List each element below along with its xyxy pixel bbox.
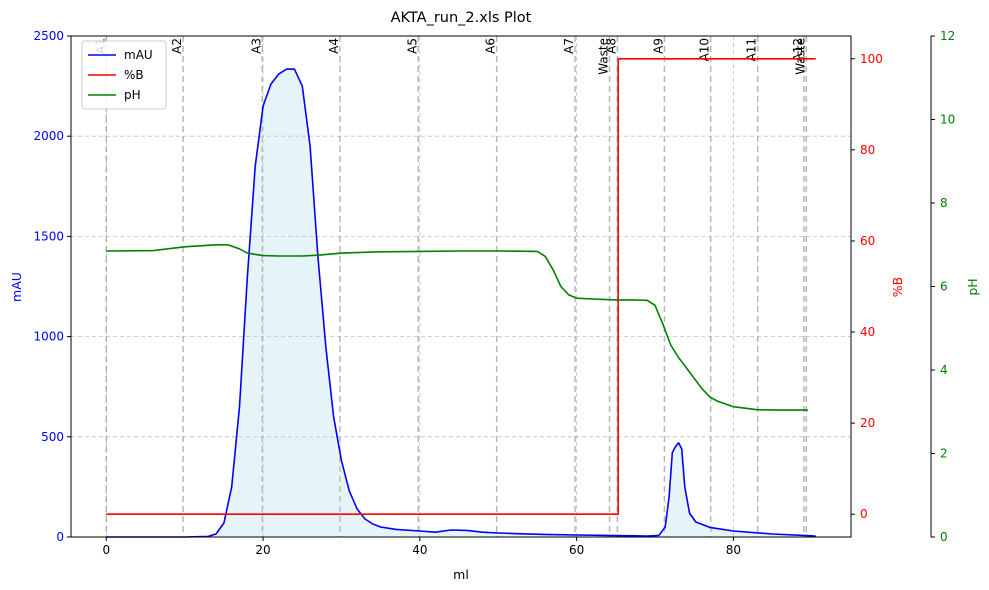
series-line-mau [106, 68, 816, 538]
fraction-label: A9 [651, 38, 665, 54]
chart-title: AKTA_run_2.xls Plot [391, 10, 532, 26]
fraction-label: A8 [604, 38, 618, 54]
y-left-tick-label: 1000 [33, 330, 64, 344]
fraction-label: Waste [597, 38, 611, 75]
y-ph-tick-label: 2 [940, 447, 948, 461]
legend-entry: %B [124, 68, 144, 82]
y-axis-label-percent-b: %B [890, 277, 905, 297]
x-axis-label: ml [453, 567, 469, 582]
fraction-label: A6 [484, 38, 498, 54]
legend: mAU %B pH [81, 40, 167, 110]
legend-entry: pH [124, 88, 141, 102]
x-tick-label: 40 [412, 543, 427, 557]
x-tick-label: 60 [569, 543, 584, 557]
y-axis-label-mau: mAU [9, 272, 24, 302]
plot-frame [70, 35, 852, 538]
y-left-tick-label: 0 [56, 530, 64, 544]
x-tick-label: 20 [255, 543, 270, 557]
fraction-label: A4 [327, 38, 341, 54]
y-left-tick-label: 1500 [33, 229, 64, 243]
y-left-tick-label: 2500 [33, 29, 64, 43]
y-percent-b-tick-label: 20 [860, 416, 875, 430]
y-percent-b-tick-label: 60 [860, 234, 875, 248]
fraction-label: A2 [170, 38, 184, 54]
fraction-label: A5 [405, 38, 419, 54]
x-tick-label: 80 [726, 543, 741, 557]
mau-area-fill [106, 69, 816, 537]
y-percent-b-tick-label: 0 [860, 507, 868, 521]
series-line-ph [106, 244, 808, 411]
series-line-percent-b [106, 58, 816, 515]
y-ph-tick-label: 12 [940, 29, 955, 43]
y-ph-tick-label: 10 [940, 113, 955, 127]
fraction-label: A12 [791, 38, 805, 61]
x-tick-label: 0 [102, 543, 110, 557]
y-percent-b-tick-label: 80 [860, 143, 875, 157]
y-ph-tick-label: 8 [940, 196, 948, 210]
y-axis-label-ph: pH [965, 278, 980, 295]
legend-entry: mAU [124, 48, 153, 62]
fraction-label: A11 [745, 38, 759, 61]
y-percent-b-tick-label: 100 [860, 52, 883, 66]
fraction-label: A10 [698, 38, 712, 61]
legend-box [81, 40, 167, 110]
fraction-label: Waste [793, 38, 807, 75]
fraction-label: A3 [249, 38, 263, 54]
y-ph-tick-label: 4 [940, 363, 948, 377]
y-ph-tick-label: 6 [940, 280, 948, 294]
y-left-tick-label: 2000 [33, 129, 64, 143]
fraction-label: A7 [562, 38, 576, 54]
y-percent-b-tick-label: 40 [860, 325, 875, 339]
y-left-tick-label: 500 [41, 430, 64, 444]
y-ph-tick-label: 0 [940, 530, 948, 544]
